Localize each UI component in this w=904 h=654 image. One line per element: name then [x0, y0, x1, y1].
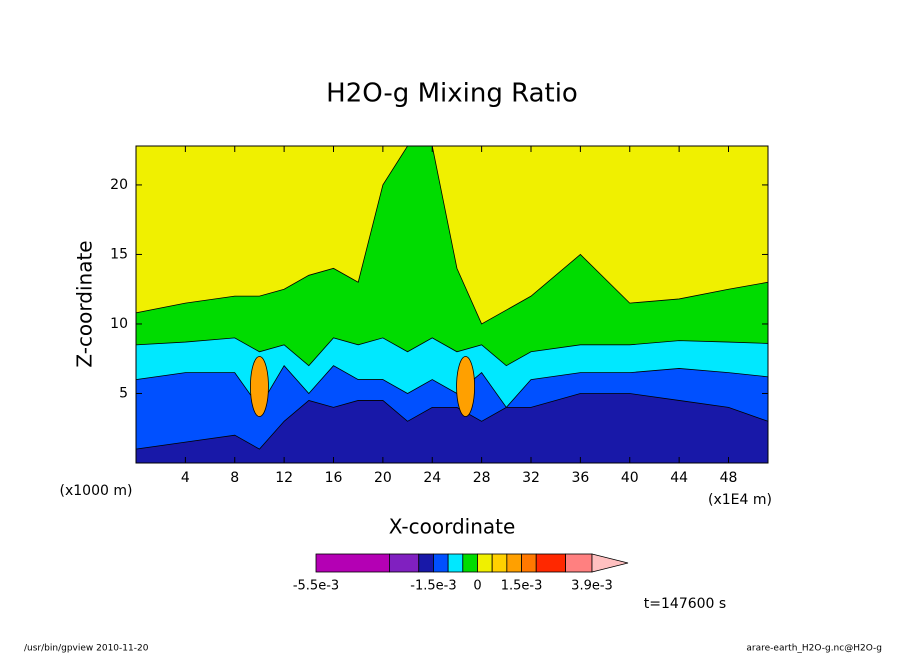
x-scale-note: (x1E4 m)	[708, 492, 772, 508]
x-tick-label: 12	[275, 470, 293, 486]
x-tick-label: 36	[571, 470, 589, 486]
colorbar-segment	[491, 553, 508, 573]
x-tick-label: 8	[230, 470, 239, 486]
x-tick-label: 20	[374, 470, 392, 486]
x-unit-note: (x1000 m)	[60, 483, 133, 499]
colorbar-extension	[591, 553, 629, 573]
colorbar-segment	[389, 553, 420, 573]
x-tick-label: 48	[720, 470, 738, 486]
y-tick-label: 10	[110, 316, 128, 332]
footer-right: arare-earth_H2O-g.nc@H2O-g	[746, 644, 882, 654]
colorbar-segment	[433, 553, 449, 573]
contour-band	[135, 393, 769, 464]
x-tick-label: 16	[325, 470, 343, 486]
x-tick-label: 40	[621, 470, 639, 486]
y-axis-label: Z-coordinate	[73, 240, 97, 367]
x-tick-label: 24	[423, 470, 441, 486]
colorbar-tick-label: 3.9e-3	[571, 579, 613, 594]
colorbar-segment	[565, 553, 593, 573]
colorbar-segment	[535, 553, 566, 573]
x-tick-label: 4	[181, 470, 190, 486]
y-tick-label: 20	[110, 177, 128, 193]
plume	[250, 356, 269, 417]
x-tick-label: 28	[473, 470, 491, 486]
plot-frame	[135, 145, 769, 464]
colorbar-tick-label: -1.5e-3	[410, 579, 456, 594]
x-tick-label: 32	[522, 470, 540, 486]
y-tick-label: 5	[119, 385, 128, 401]
time-note: t=147600 s	[644, 596, 726, 612]
x-tick-label: 44	[670, 470, 688, 486]
colorbar-segment	[447, 553, 464, 573]
colorbar-tick-label: -5.5e-3	[293, 579, 339, 594]
x-axis-label: X-coordinate	[389, 515, 516, 539]
colorbar-segment	[418, 553, 434, 573]
colorbar-tick-label: 1.5e-3	[501, 579, 543, 594]
colorbar-segment	[506, 553, 522, 573]
colorbar-segment	[521, 553, 537, 573]
y-tick-label: 15	[110, 246, 128, 262]
colorbar-segment	[462, 553, 478, 573]
colorbar-tick-label: 0	[473, 579, 481, 594]
chart-title: H2O-g Mixing Ratio	[326, 79, 578, 109]
footer-left: /usr/bin/gpview 2010-11-20	[24, 644, 149, 654]
colorbar-segment	[477, 553, 493, 573]
colorbar-segment	[315, 553, 390, 573]
plume	[456, 356, 475, 417]
